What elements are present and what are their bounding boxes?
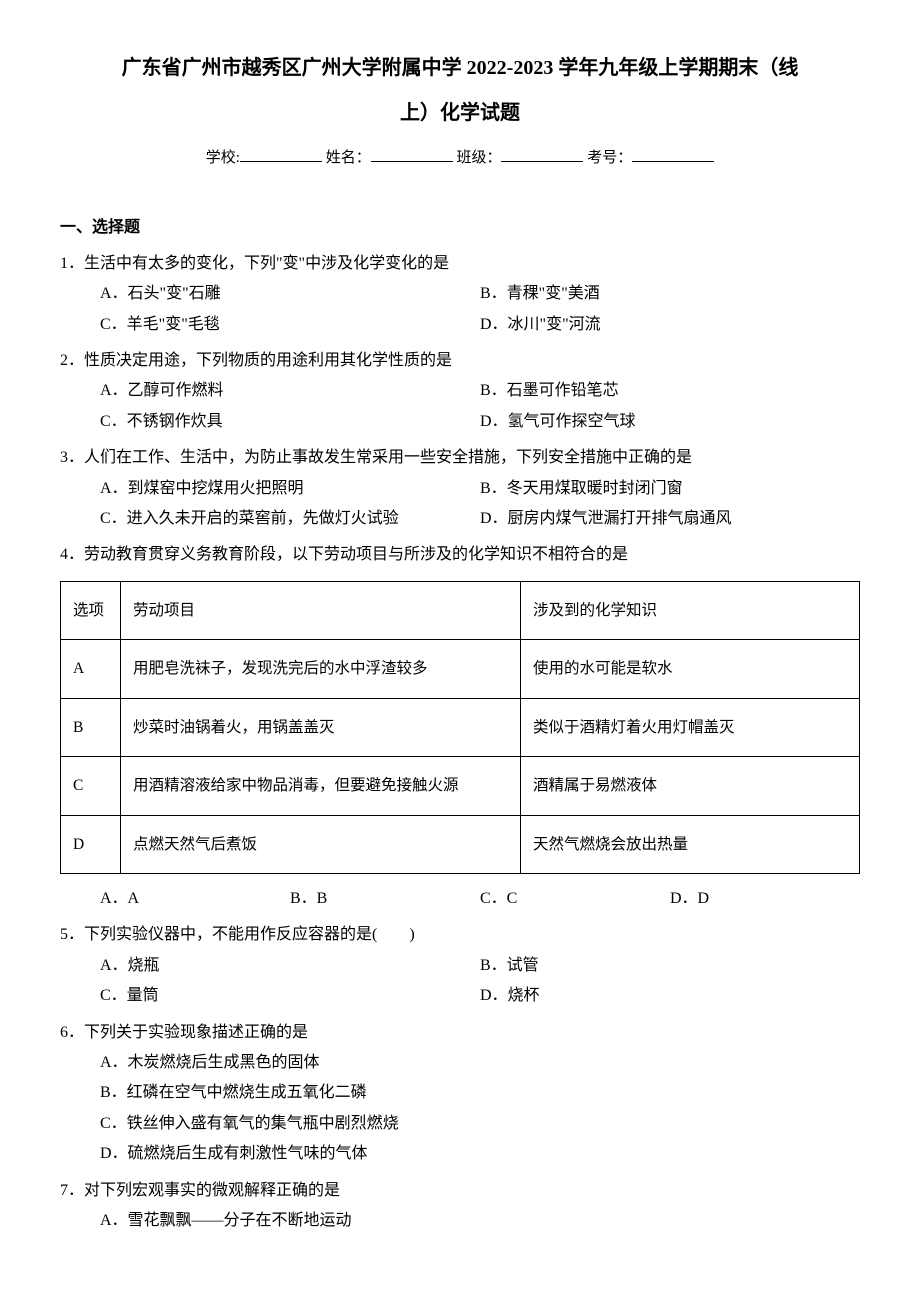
q7-option-a: A．雪花飘飘——分子在不断地运动	[100, 1206, 860, 1236]
q2-option-a: A．乙醇可作燃料	[100, 376, 480, 406]
question-2: 2．性质决定用途，下列物质的用途利用其化学性质的是 A．乙醇可作燃料 B．石墨可…	[60, 346, 860, 437]
table-cell: A	[61, 640, 121, 698]
q4-option-a: A．A	[100, 884, 290, 914]
table-cell: 类似于酒精灯着火用灯帽盖灭	[521, 698, 860, 756]
q1-option-b: B．青稞"变"美酒	[480, 279, 860, 309]
q4-option-c: C．C	[480, 884, 670, 914]
q5-option-d: D．烧杯	[480, 981, 860, 1011]
exam-title-line1: 广东省广州市越秀区广州大学附属中学 2022-2023 学年九年级上学期期末（线	[60, 50, 860, 86]
question-7: 7．对下列宏观事实的微观解释正确的是 A．雪花飘飘——分子在不断地运动	[60, 1176, 860, 1237]
q4-stem: 4．劳动教育贯穿义务教育阶段，以下劳动项目与所涉及的化学知识不相符合的是	[60, 540, 860, 570]
q1-option-c: C．羊毛"变"毛毯	[100, 310, 480, 340]
class-blank	[501, 144, 583, 162]
table-cell: 选项	[61, 581, 121, 639]
q5-option-a: A．烧瓶	[100, 951, 480, 981]
table-row: A 用肥皂洗袜子，发现洗完后的水中浮渣较多 使用的水可能是软水	[61, 640, 860, 698]
table-cell: C	[61, 757, 121, 815]
q6-stem: 6．下列关于实验现象描述正确的是	[60, 1018, 860, 1048]
table-row: B 炒菜时油锅着火，用锅盖盖灭 类似于酒精灯着火用灯帽盖灭	[61, 698, 860, 756]
table-cell: 天然气燃烧会放出热量	[521, 815, 860, 873]
table-row: C 用酒精溶液给家中物品消毒，但要避免接触火源 酒精属于易燃液体	[61, 757, 860, 815]
table-cell: 用酒精溶液给家中物品消毒，但要避免接触火源	[121, 757, 521, 815]
q6-option-b: B．红磷在空气中燃烧生成五氧化二磷	[100, 1078, 860, 1108]
q5-option-b: B．试管	[480, 951, 860, 981]
q2-option-d: D．氢气可作探空气球	[480, 407, 860, 437]
q4-option-d: D．D	[670, 884, 860, 914]
exam-no-blank	[632, 144, 714, 162]
q1-stem: 1．生活中有太多的变化，下列"变"中涉及化学变化的是	[60, 249, 860, 279]
table-cell: D	[61, 815, 121, 873]
exam-no-label: 考号：	[587, 150, 632, 166]
question-3: 3．人们在工作、生活中，为防止事故发生常采用一些安全措施，下列安全措施中正确的是…	[60, 443, 860, 534]
section-1-header: 一、选择题	[60, 213, 860, 243]
school-label: 学校:	[206, 150, 240, 166]
question-6: 6．下列关于实验现象描述正确的是 A．木炭燃烧后生成黑色的固体 B．红磷在空气中…	[60, 1018, 860, 1170]
q5-option-c: C．量筒	[100, 981, 480, 1011]
exam-title-line2: 上）化学试题	[60, 94, 860, 132]
question-4: 4．劳动教育贯穿义务教育阶段，以下劳动项目与所涉及的化学知识不相符合的是 选项 …	[60, 540, 860, 914]
question-1: 1．生活中有太多的变化，下列"变"中涉及化学变化的是 A．石头"变"石雕 B．青…	[60, 249, 860, 340]
name-label: 姓名：	[326, 150, 371, 166]
q1-option-d: D．冰川"变"河流	[480, 310, 860, 340]
q7-stem: 7．对下列宏观事实的微观解释正确的是	[60, 1176, 860, 1206]
q5-stem: 5．下列实验仪器中，不能用作反应容器的是( )	[60, 920, 860, 950]
table-row: 选项 劳动项目 涉及到的化学知识	[61, 581, 860, 639]
school-blank	[240, 144, 322, 162]
table-cell: B	[61, 698, 121, 756]
q3-option-d: D．厨房内煤气泄漏打开排气扇通风	[480, 504, 860, 534]
class-label: 班级：	[456, 150, 501, 166]
question-5: 5．下列实验仪器中，不能用作反应容器的是( ) A．烧瓶 B．试管 C．量筒 D…	[60, 920, 860, 1011]
student-info-line: 学校: 姓名： 班级： 考号：	[60, 144, 860, 173]
q2-stem: 2．性质决定用途，下列物质的用途利用其化学性质的是	[60, 346, 860, 376]
table-cell: 炒菜时油锅着火，用锅盖盖灭	[121, 698, 521, 756]
table-cell: 使用的水可能是软水	[521, 640, 860, 698]
q3-option-a: A．到煤窑中挖煤用火把照明	[100, 474, 480, 504]
q3-option-c: C．进入久未开启的菜窖前，先做灯火试验	[100, 504, 480, 534]
name-blank	[371, 144, 453, 162]
q2-option-c: C．不锈钢作炊具	[100, 407, 480, 437]
q4-table: 选项 劳动项目 涉及到的化学知识 A 用肥皂洗袜子，发现洗完后的水中浮渣较多 使…	[60, 581, 860, 874]
q6-option-c: C．铁丝伸入盛有氧气的集气瓶中剧烈燃烧	[100, 1109, 860, 1139]
table-cell: 涉及到的化学知识	[521, 581, 860, 639]
q6-option-a: A．木炭燃烧后生成黑色的固体	[100, 1048, 860, 1078]
q2-option-b: B．石墨可作铅笔芯	[480, 376, 860, 406]
q4-option-b: B．B	[290, 884, 480, 914]
q1-option-a: A．石头"变"石雕	[100, 279, 480, 309]
q6-option-d: D．硫燃烧后生成有刺激性气味的气体	[100, 1139, 860, 1169]
q3-option-b: B．冬天用煤取暖时封闭门窗	[480, 474, 860, 504]
table-cell: 劳动项目	[121, 581, 521, 639]
table-cell: 用肥皂洗袜子，发现洗完后的水中浮渣较多	[121, 640, 521, 698]
table-cell: 点燃天然气后煮饭	[121, 815, 521, 873]
q3-stem: 3．人们在工作、生活中，为防止事故发生常采用一些安全措施，下列安全措施中正确的是	[60, 443, 860, 473]
table-row: D 点燃天然气后煮饭 天然气燃烧会放出热量	[61, 815, 860, 873]
table-cell: 酒精属于易燃液体	[521, 757, 860, 815]
